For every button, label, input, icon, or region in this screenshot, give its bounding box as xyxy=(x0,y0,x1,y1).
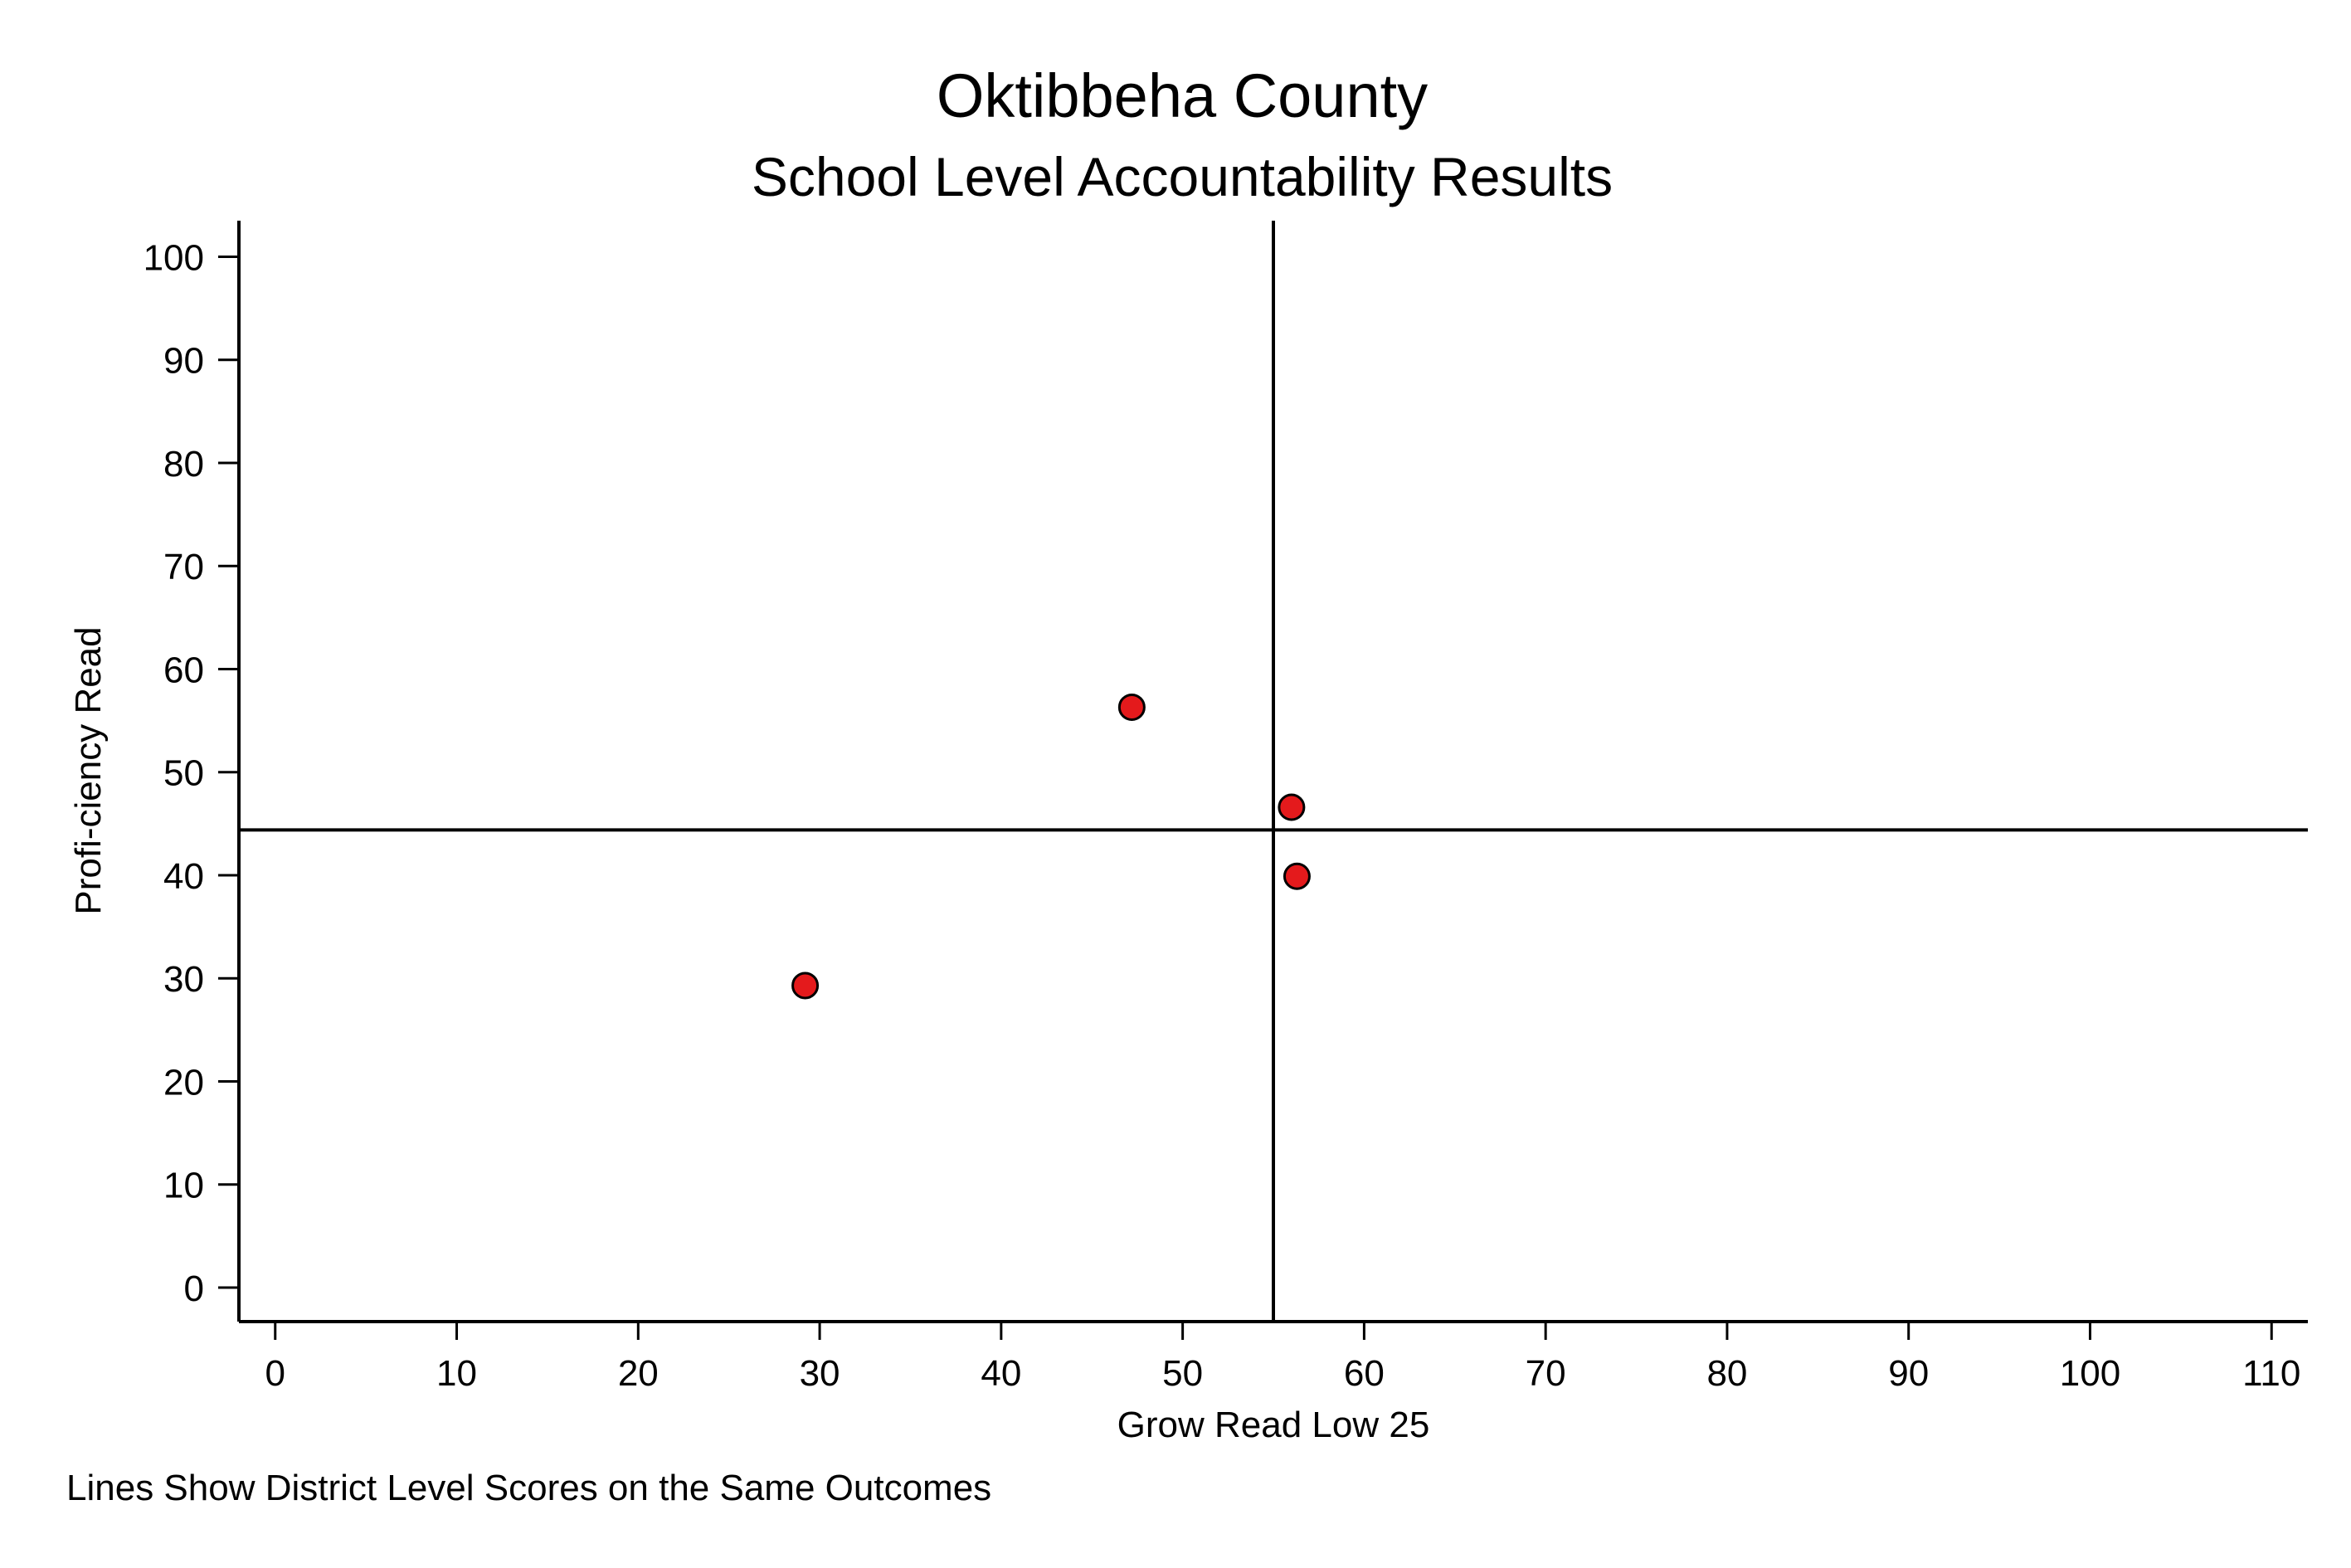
chart-subtitle: School Level Accountability Results xyxy=(752,146,1613,207)
y-tick-label: 40 xyxy=(163,856,204,897)
x-tick-label: 10 xyxy=(436,1353,477,1394)
x-tick-label: 90 xyxy=(1888,1353,1929,1394)
data-point xyxy=(1278,793,1306,821)
x-tick-label: 60 xyxy=(1344,1353,1385,1394)
x-axis-ticks: 0 10 20 30 40 50 60 70 80 90 100 110 xyxy=(265,1322,2300,1394)
x-tick-label: 110 xyxy=(2242,1353,2300,1394)
y-axis-ticks: 0 10 20 30 40 50 60 70 80 90 100 xyxy=(144,237,239,1309)
y-tick-label: 0 xyxy=(184,1269,204,1309)
x-tick-label: 0 xyxy=(265,1353,285,1394)
x-tick-label: 50 xyxy=(1162,1353,1203,1394)
chart-note: Lines Show District Level Scores on the … xyxy=(66,1468,991,1508)
y-tick-label: 30 xyxy=(163,959,204,1000)
y-tick-label: 50 xyxy=(163,753,204,794)
data-point xyxy=(791,971,820,1000)
data-point xyxy=(1283,862,1311,890)
y-tick-label: 10 xyxy=(163,1166,204,1206)
y-tick-label: 20 xyxy=(163,1062,204,1103)
plot-area: 0 10 20 30 40 50 60 70 80 90 100 110 0 10 20 30 40 50 60 7… xyxy=(144,221,2308,1394)
y-axis-title: Profi-ciency Read xyxy=(68,626,109,914)
y-tick-label: 60 xyxy=(163,650,204,690)
x-tick-label: 20 xyxy=(618,1353,659,1394)
data-points xyxy=(791,693,1311,1000)
chart-title: Oktibbeha County xyxy=(937,61,1428,130)
x-tick-label: 80 xyxy=(1706,1353,1747,1394)
x-tick-label: 70 xyxy=(1526,1353,1566,1394)
data-point xyxy=(1117,693,1146,721)
x-tick-label: 40 xyxy=(981,1353,1021,1394)
y-tick-label: 100 xyxy=(144,237,204,278)
y-tick-label: 80 xyxy=(163,444,204,485)
x-axis-title: Grow Read Low 25 xyxy=(1117,1405,1430,1445)
y-tick-label: 90 xyxy=(163,341,204,382)
x-tick-label: 30 xyxy=(800,1353,840,1394)
x-tick-label: 100 xyxy=(2060,1353,2120,1394)
y-tick-label: 70 xyxy=(163,547,204,587)
reference-lines xyxy=(239,221,2308,1322)
